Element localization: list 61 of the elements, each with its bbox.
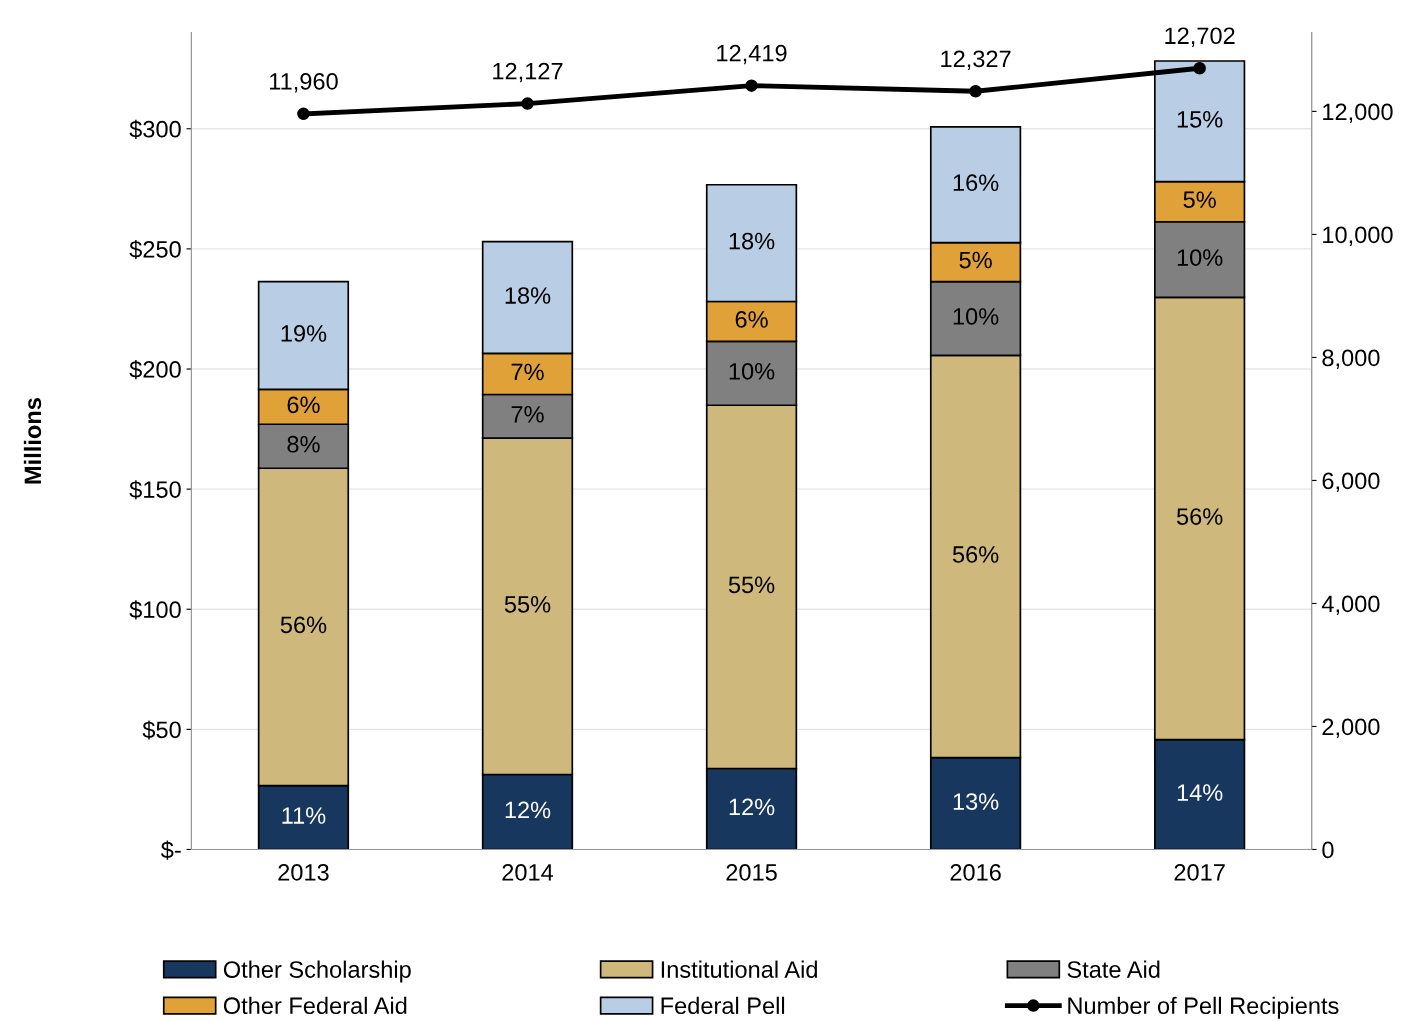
data-label: 12,419 [717, 44, 787, 65]
annotation: 12% [729, 798, 775, 816]
annotation: 18% [729, 232, 775, 250]
y-axis-title: Millions [23, 398, 42, 484]
point [1193, 61, 1206, 75]
legend-label: Number of Pell Recipients [1068, 996, 1339, 1019]
annotation: 5% [959, 251, 992, 269]
annotation: 55% [504, 596, 551, 613]
annotation: 55% [728, 576, 775, 594]
annotation: 13% [953, 793, 999, 810]
annotation: 10% [953, 308, 999, 325]
y2-tick-label: 2,000 [1322, 718, 1380, 739]
y2-tick-label: 10,000 [1323, 226, 1393, 246]
annotation: 56% [952, 546, 999, 563]
legend-label: Federal Pell [661, 996, 785, 1015]
annotation: 10% [729, 362, 775, 380]
point [969, 85, 982, 98]
annotation: 16% [953, 174, 999, 192]
annotation: 11% [282, 807, 326, 824]
data-label: 11,960 [270, 73, 338, 93]
annotation: 18% [505, 287, 551, 304]
x-tick-label: 2017 [1174, 863, 1225, 881]
annotation: 6% [735, 311, 768, 328]
y-tick-label: $50 [142, 720, 181, 740]
annotation: 6% [287, 396, 320, 414]
annotation: 5% [1183, 191, 1216, 209]
annotation: 14% [1177, 784, 1223, 801]
annotation: 8% [287, 435, 320, 453]
annotation: 19% [281, 325, 327, 342]
y2-tick-label: 6,000 [1322, 472, 1380, 493]
data-label: 12,327 [941, 50, 1011, 70]
legend-label: State Aid [1067, 960, 1160, 978]
y-tick-label: $200 [129, 360, 181, 380]
point [521, 97, 534, 110]
annotation: 56% [1176, 508, 1223, 525]
x-tick-label: 2013 [278, 863, 329, 881]
y2-tick-label: 4,000 [1321, 595, 1380, 616]
y-tick-label: $150 [129, 480, 181, 500]
annotation: 15% [1177, 111, 1223, 128]
annotation: 56% [280, 616, 327, 634]
x-tick-label: 2015 [726, 863, 777, 881]
legend-label: Other Scholarship [223, 960, 411, 983]
point [297, 107, 310, 121]
y-tick-label: $300 [129, 119, 181, 139]
annotation: 12% [505, 801, 551, 819]
x-tick-label: 2016 [950, 863, 1001, 881]
x-tick-label: 2014 [502, 863, 554, 881]
y-tick-label: $100 [129, 600, 181, 620]
y2-tick-label: 0 [1322, 841, 1334, 859]
y-tick-label: $250 [129, 239, 181, 260]
annotation: 7% [511, 406, 544, 423]
data-label: 12,127 [493, 62, 563, 83]
y-tick-label: $- [160, 840, 181, 860]
annotation: 10% [1177, 249, 1223, 266]
annotation: 7% [511, 363, 544, 381]
legend-label: Institutional Aid [661, 960, 817, 978]
point [745, 79, 758, 92]
y2-tick-label: 8,000 [1322, 349, 1380, 369]
legend-label: Other Federal Aid [223, 996, 407, 1015]
y2-tick-label: 12,000 [1323, 103, 1393, 123]
data-label: 12,702 [1165, 27, 1235, 47]
